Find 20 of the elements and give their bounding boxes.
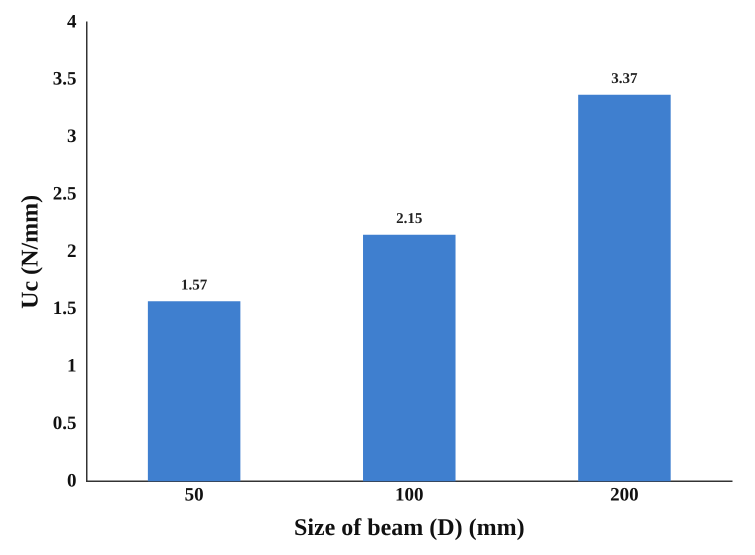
bar <box>363 234 456 482</box>
x-axis-title: Size of beam (D) (mm) <box>294 514 525 541</box>
data-label: 2.15 <box>396 211 422 228</box>
y-axis-title: Uc (N/mm) <box>18 194 44 309</box>
data-label: 3.37 <box>611 71 638 88</box>
y-tick-label: 2.5 <box>52 183 77 204</box>
x-tick-label: 200 <box>610 484 639 506</box>
y-tick-label: 0 <box>67 470 77 492</box>
y-tick-label: 1.5 <box>52 298 77 320</box>
data-label: 1.57 <box>181 278 208 294</box>
y-tick-label: 3.5 <box>52 68 77 90</box>
x-tick-label: 50 <box>184 484 204 506</box>
bar <box>148 301 240 482</box>
y-tick-label: 1 <box>67 356 77 377</box>
y-tick-label: 2 <box>67 240 77 262</box>
bar <box>578 94 671 482</box>
y-tick-label: 3 <box>67 126 77 148</box>
y-tick-label: 4 <box>67 11 78 32</box>
x-tick-label: 100 <box>395 484 424 506</box>
y-tick-label: 0.5 <box>52 412 77 434</box>
